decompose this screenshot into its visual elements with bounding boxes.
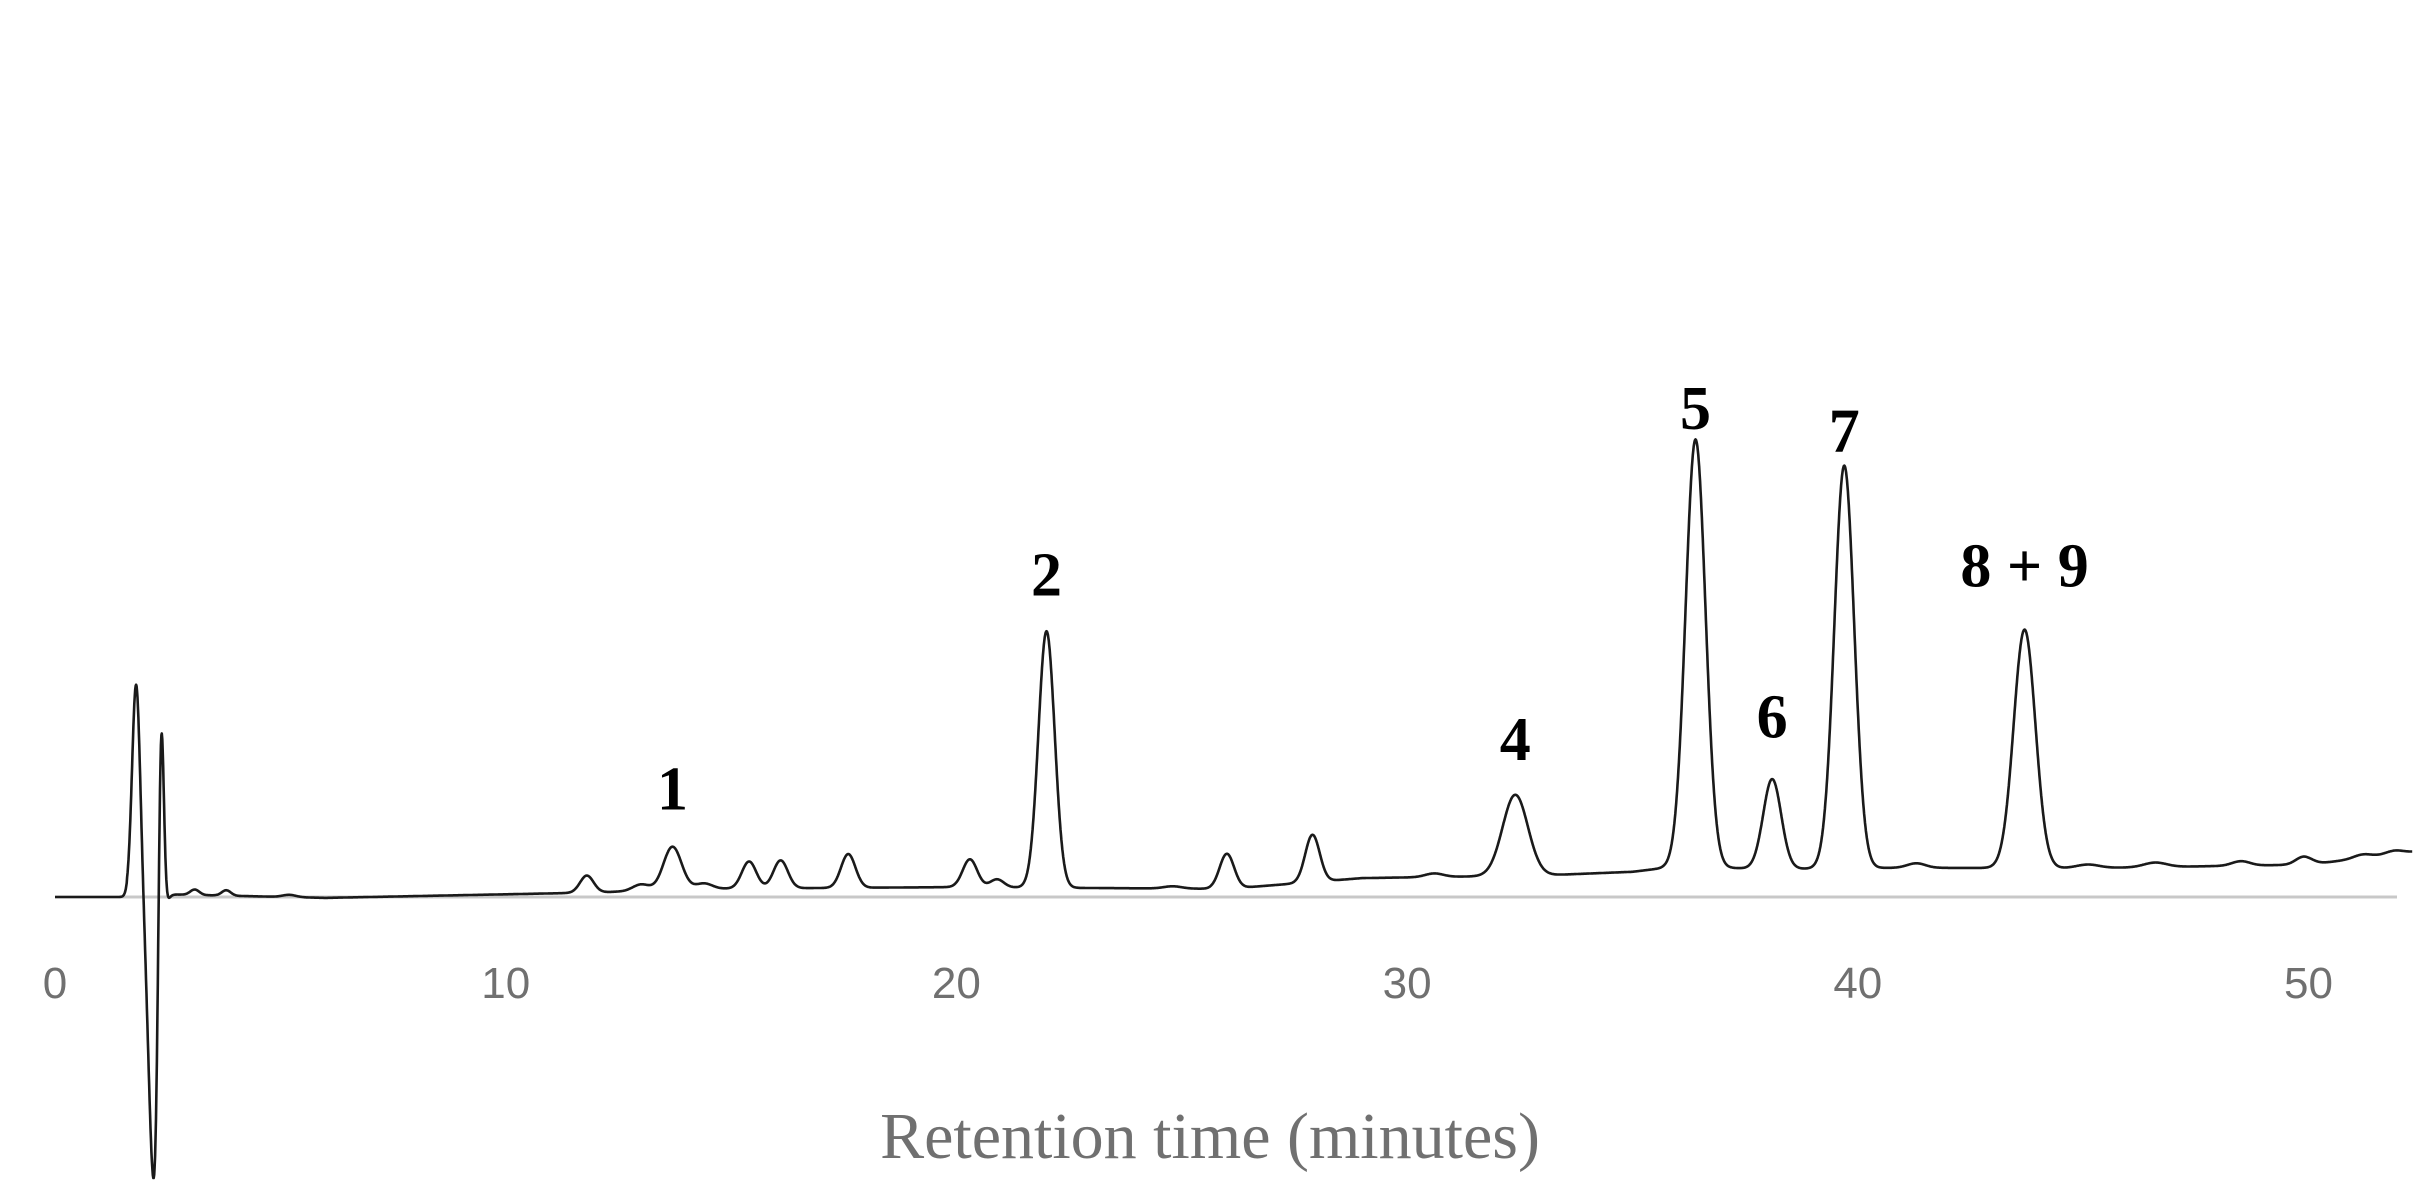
x-tick-label-20: 20 bbox=[932, 959, 981, 1008]
x-tick-label-0: 0 bbox=[43, 959, 67, 1008]
peak-label-3: 4 bbox=[1500, 706, 1531, 774]
peak-label-1: 1 bbox=[657, 755, 688, 823]
peak-label-2: 2 bbox=[1031, 542, 1062, 610]
chromatogram-trace bbox=[54, 438, 2413, 1180]
x-tick-label-10: 10 bbox=[481, 959, 530, 1008]
x-tick-label-50: 50 bbox=[2284, 959, 2333, 1008]
peak-label-6: 7 bbox=[1829, 398, 1860, 466]
x-axis-title: Retention time (minutes) bbox=[880, 1100, 1540, 1173]
peak-label-4: 5 bbox=[1680, 375, 1711, 443]
x-axis-ticks: 0 10 20 30 40 50 bbox=[43, 959, 2333, 1008]
peak-label-7: 8 + 9 bbox=[1960, 533, 2088, 601]
x-tick-label-30: 30 bbox=[1383, 959, 1432, 1008]
peak-label-5: 6 bbox=[1757, 683, 1788, 751]
peak-labels: 1 2 4 5 6 7 8 + 9 bbox=[657, 375, 2089, 823]
x-tick-label-40: 40 bbox=[1833, 959, 1882, 1008]
